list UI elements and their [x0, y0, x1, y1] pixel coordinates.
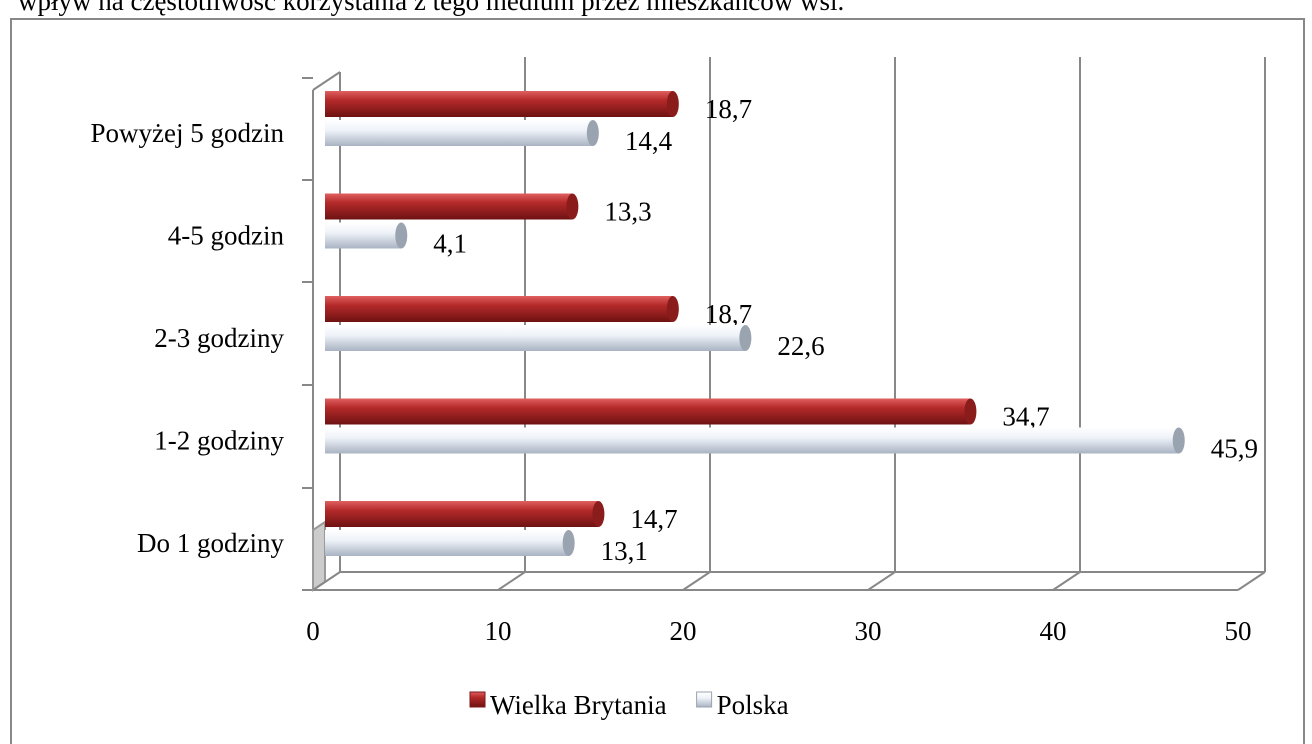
floor-tick [312, 571, 341, 591]
value-label: 13,1 [601, 536, 648, 566]
bar [325, 325, 746, 351]
y-tick-label: 4-5 godzin [168, 221, 285, 251]
legend-label: Polska [717, 690, 789, 720]
bar-cap [1172, 427, 1185, 454]
floor-tick [1237, 571, 1266, 591]
value-label: 34,7 [1002, 402, 1049, 432]
bar-cap [562, 530, 575, 556]
bar [325, 296, 673, 322]
bar-cap [566, 193, 579, 220]
bar [325, 222, 402, 249]
y-tick-label: Do 1 godziny [137, 528, 284, 558]
legend-swatch [696, 691, 713, 708]
text-above: wpływ na częstotliwość korzystania z teg… [18, 0, 844, 16]
x-tick-label: 20 [670, 616, 697, 646]
chart-frame [10, 18, 1305, 744]
bar-cap [592, 501, 605, 527]
x-tick-label: 30 [855, 616, 882, 646]
legend-label: Wielka Brytania [490, 690, 667, 720]
bar [325, 427, 1179, 454]
value-label: 18,7 [705, 299, 752, 329]
value-label: 4,1 [433, 229, 467, 259]
floor-tick [497, 571, 526, 591]
bar-cap [586, 120, 599, 146]
bar-cap [964, 398, 977, 425]
y-tick-label: 2-3 godziny [154, 323, 284, 353]
x-tick-label: 40 [1040, 616, 1067, 646]
value-label: 14,4 [625, 126, 673, 156]
floor-tick [1052, 571, 1081, 591]
bar-cap [666, 91, 679, 117]
x-tick-label: 50 [1225, 616, 1252, 646]
x-tick-label: 10 [485, 616, 512, 646]
legend-swatch [469, 691, 486, 708]
bar [325, 530, 569, 556]
y-tick-label: Powyżej 5 godzin [91, 118, 285, 148]
bar [325, 193, 573, 220]
x-tick-label: 0 [306, 616, 320, 646]
bar-cap [666, 296, 679, 322]
bar [325, 501, 599, 527]
value-label: 22,6 [777, 331, 824, 361]
value-label: 13,3 [604, 197, 651, 227]
bar-cap [395, 222, 408, 249]
bar [325, 91, 673, 117]
value-label: 18,7 [705, 94, 752, 124]
bar-cap [739, 325, 752, 351]
y-tick-label: 1-2 godziny [154, 426, 284, 456]
bar [325, 398, 971, 425]
value-label: 45,9 [1211, 434, 1258, 464]
bar [325, 120, 593, 146]
floor-tick [867, 571, 896, 591]
floor-tick [682, 571, 711, 591]
value-label: 14,7 [630, 504, 677, 534]
